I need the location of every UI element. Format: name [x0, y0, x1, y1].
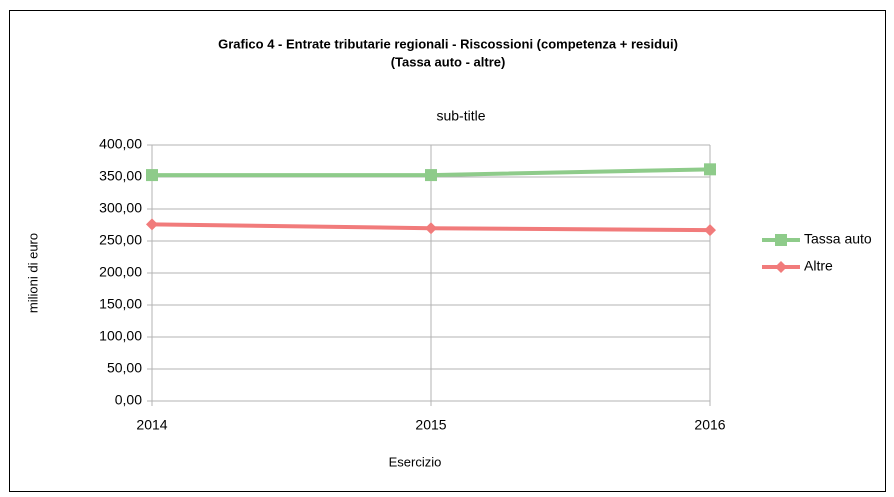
x-tick-label: 2016 [694, 417, 725, 433]
y-tick-label: 300,00 [99, 200, 142, 216]
x-tick-label: 2015 [415, 417, 446, 433]
chart-frame [9, 10, 886, 492]
y-axis-label: milioni di euro [25, 233, 40, 313]
x-axis-label: Esercizio [389, 454, 442, 469]
chart-subtitle: sub-title [436, 108, 485, 124]
chart-title: (Tassa auto - altre) [391, 54, 506, 69]
y-tick-label: 250,00 [99, 232, 142, 248]
y-tick-label: 200,00 [99, 264, 142, 280]
marker [704, 163, 716, 176]
chart-title: Grafico 4 - Entrate tributarie regionali… [218, 36, 678, 51]
y-tick-label: 0,00 [115, 392, 142, 408]
x-tick-label: 2014 [136, 417, 167, 433]
y-tick-label: 100,00 [99, 328, 142, 344]
y-tick-label: 400,00 [99, 136, 142, 152]
marker [146, 218, 158, 231]
marker [775, 234, 787, 246]
y-tick-label: 350,00 [99, 168, 142, 184]
marker [775, 261, 787, 273]
marker [425, 222, 437, 235]
marker [425, 169, 437, 182]
legend-label: Altre [804, 258, 833, 274]
marker [704, 224, 716, 237]
marker [146, 169, 158, 182]
legend-label: Tassa auto [804, 231, 872, 247]
y-tick-label: 50,00 [107, 360, 142, 376]
y-tick-label: 150,00 [99, 296, 142, 312]
